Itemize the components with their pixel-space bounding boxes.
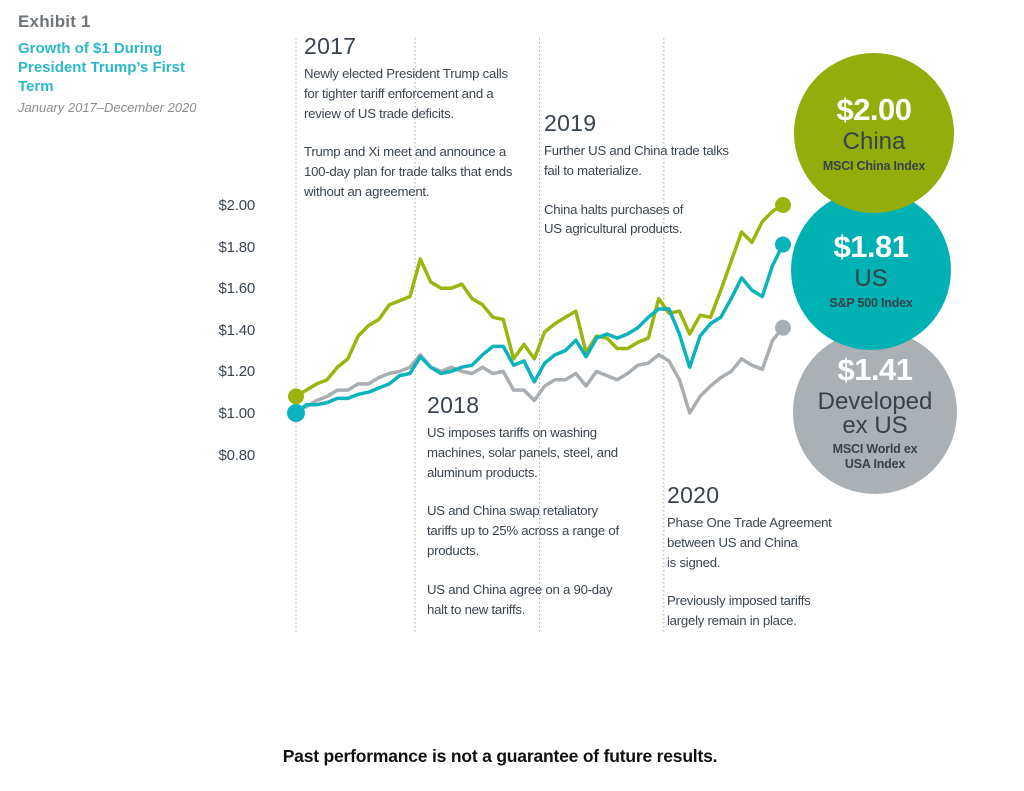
badge-value: $1.41 xyxy=(837,351,913,387)
series-start-dot-us xyxy=(287,404,305,422)
y-tick-label: $1.40 xyxy=(218,321,255,339)
badge-name: China xyxy=(842,128,906,156)
annotation-text: Further US and China trade talks fail to… xyxy=(544,143,729,178)
annotation-2017: 2017 Newly elected President Trump calls… xyxy=(304,33,512,202)
y-tick-label: $1.20 xyxy=(218,363,255,381)
y-tick-label: $1.80 xyxy=(218,238,255,256)
annotation-text: Newly elected President Trump calls for … xyxy=(304,66,508,121)
annotation-text: China halts purchases of US agricultural… xyxy=(544,201,684,237)
annotation-2018: 2018 US imposes tariffs on washing machi… xyxy=(427,392,619,619)
annotation-text: Trump and Xi meet and announce a 100-day… xyxy=(304,144,513,199)
title-block: Exhibit 1 Growth of $1 During President … xyxy=(18,12,208,117)
annotation-2019: 2019 Further US and China trade talks fa… xyxy=(544,110,729,239)
annotation-2020: 2020 Phase One Trade Agreement between U… xyxy=(667,482,832,631)
badge-value: $1.81 xyxy=(833,229,909,265)
badge-index: S&P 500 Index xyxy=(829,295,913,310)
y-tick-label: $1.60 xyxy=(218,280,255,298)
annotation-text: Previously imposed tariffs largely remai… xyxy=(667,593,811,629)
badge-name: Developed ex US xyxy=(817,387,933,439)
badge-name: US xyxy=(854,265,888,293)
page-title: Growth of $1 During President Trump’s Fi… xyxy=(18,40,185,95)
y-tick-label: $2.00 xyxy=(218,197,255,214)
annotation-year-2017: 2017 xyxy=(304,33,357,59)
badge-value: $2.00 xyxy=(836,92,912,128)
legend-badge-developed-ex-us: $1.41 Developed ex US MSCI World ex USA … xyxy=(793,330,957,494)
annotation-text: US imposes tariffs on washing machines, … xyxy=(427,425,618,480)
date-range: January 2017–December 2020 xyxy=(18,100,197,116)
series-end-dot-china xyxy=(775,197,791,213)
legend-badge-china: $2.00 China MSCI China Index xyxy=(794,53,954,213)
annotation-year-2019: 2019 xyxy=(544,110,597,136)
series-end-dot-developed-ex-us xyxy=(775,319,791,336)
annotation-year-2018: 2018 xyxy=(427,392,480,418)
disclaimer-text: Past performance is not a guarantee of f… xyxy=(282,746,718,766)
annotation-text: US and China swap retaliatory tariffs up… xyxy=(427,503,619,558)
annotation-text: US and China agree on a 90-day halt to n… xyxy=(427,581,613,617)
exhibit-label: Exhibit 1 xyxy=(18,12,91,31)
series-line-us xyxy=(294,242,785,415)
annotation-year-2020: 2020 xyxy=(667,482,720,508)
y-tick-label: $1.00 xyxy=(218,405,255,422)
badge-index: MSCI World ex USA Index xyxy=(832,442,918,472)
series-start-dot-china xyxy=(288,388,304,405)
annotation-text: Phase One Trade Agreement between US and… xyxy=(667,515,832,570)
badge-index: MSCI China Index xyxy=(822,158,926,173)
series-end-dot-us xyxy=(775,236,791,253)
y-tick-label: $0.80 xyxy=(218,446,255,464)
legend-badge-us: $1.81 US S&P 500 Index xyxy=(791,190,951,350)
